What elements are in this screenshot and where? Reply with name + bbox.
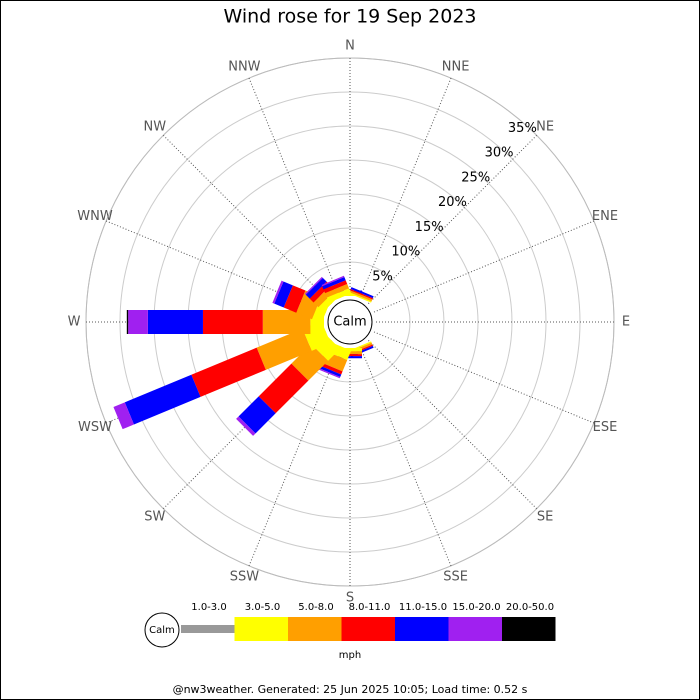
direction-label: E (622, 315, 630, 330)
segment (124, 374, 201, 425)
legend-label: 8.0-11.0 (349, 602, 391, 613)
segment (305, 277, 327, 299)
segment (236, 416, 256, 436)
r-tick-label: 15% (415, 220, 444, 235)
legend-label: 3.0-5.0 (245, 602, 280, 613)
r-tick-label: 30% (485, 146, 514, 161)
direction-label: WNW (77, 209, 113, 224)
direction-label: W (68, 315, 81, 330)
segment (350, 288, 373, 300)
segment (304, 276, 323, 295)
segment (147, 310, 203, 334)
segment (191, 347, 266, 397)
segment (325, 283, 350, 298)
segment (319, 362, 343, 375)
segment (272, 280, 284, 304)
legend-calm (144, 612, 180, 648)
spoke (359, 345, 452, 567)
r-tick-label: 25% (461, 170, 490, 185)
segment (326, 288, 352, 303)
direction-label: SE (537, 510, 553, 525)
spoke (373, 331, 595, 424)
direction-label: SW (144, 510, 165, 525)
calm-label: Calm (333, 315, 366, 330)
calm-circle (327, 299, 373, 345)
segment (350, 287, 374, 299)
segment (318, 365, 342, 377)
footer: @nw3weather. Generated: 25 Jun 2025 10:0… (173, 683, 528, 696)
segment (317, 367, 341, 379)
r-tick-label: 10% (391, 245, 420, 260)
spoke (359, 77, 452, 299)
r-tick-label: 35% (508, 121, 537, 136)
legend-label: 20.0-50.0 (506, 602, 554, 613)
legend-calm-label: Calm (149, 625, 175, 636)
direction-label: NE (536, 119, 554, 134)
segment (238, 396, 276, 434)
legend-unit: mph (339, 650, 361, 661)
r-tick-label: 20% (438, 195, 467, 210)
segment (321, 275, 345, 287)
direction-label: NNE (442, 60, 470, 75)
segment (349, 290, 373, 302)
segment (322, 277, 346, 290)
segment (274, 281, 293, 308)
legend-swatch (288, 617, 342, 641)
segment (262, 310, 311, 334)
direction-label: NNW (228, 60, 260, 75)
legend-swatch (181, 625, 235, 633)
legend-label: 1.0-3.0 (191, 602, 226, 613)
legend-swatch (502, 617, 556, 641)
direction-label: SSW (230, 569, 260, 584)
segment (348, 292, 372, 303)
segment (128, 310, 148, 334)
legend-swatch (395, 617, 449, 641)
legend-swatch (234, 617, 288, 641)
direction-label: N (345, 39, 355, 54)
segment (126, 310, 129, 334)
spoke (248, 77, 341, 299)
segment (291, 343, 329, 381)
direction-label: ENE (592, 209, 618, 224)
legend-label: 15.0-20.0 (452, 602, 500, 613)
segment (113, 402, 134, 430)
direction-label: NW (144, 119, 167, 134)
legend-swatch (448, 617, 502, 641)
segment (323, 280, 348, 294)
legend-label: 5.0-8.0 (298, 602, 333, 613)
segment (113, 406, 123, 430)
direction-label: SSE (443, 569, 468, 584)
segment (256, 328, 312, 370)
r-tick-label: 5% (372, 269, 393, 284)
direction-label: ESE (593, 420, 618, 435)
spoke (368, 134, 538, 304)
segment (258, 363, 309, 414)
spoke (373, 220, 595, 313)
direction-label: WSW (78, 420, 112, 435)
spoke (162, 134, 332, 304)
spoke (248, 345, 341, 567)
legend-swatch (341, 617, 395, 641)
spoke (368, 340, 538, 510)
segment (283, 285, 306, 313)
legend-label: 11.0-15.0 (399, 602, 447, 613)
chart-title: Wind rose for 19 Sep 2023 (223, 6, 476, 28)
direction-label: S (346, 591, 354, 606)
segment (202, 310, 263, 334)
